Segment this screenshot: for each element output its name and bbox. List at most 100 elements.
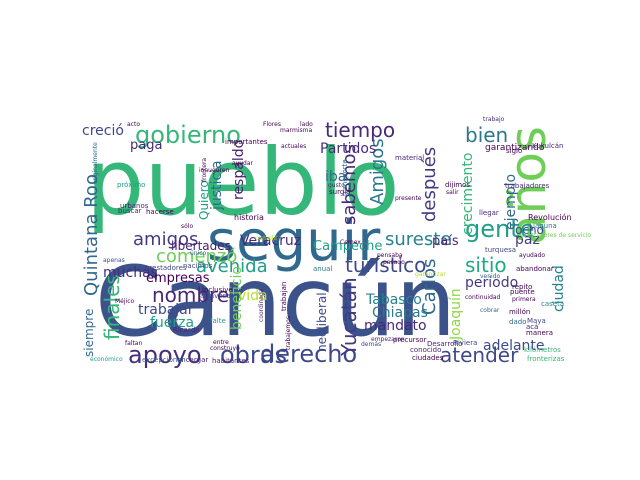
cloud-word: importantes (225, 138, 268, 146)
cloud-word: Maya (527, 317, 546, 325)
cloud-word: buscar (118, 207, 142, 215)
cloud-word: anual (313, 265, 332, 273)
cloud-word: apenas (103, 257, 125, 264)
cloud-word: después (419, 147, 440, 222)
cloud-word: acá (526, 323, 538, 331)
cloud-word: trabajadores (505, 182, 550, 190)
cloud-word: entre (213, 339, 229, 346)
cloud-word: venido (480, 273, 501, 280)
cloud-word: ocho (515, 223, 544, 237)
cloud-word: gusto (328, 182, 345, 189)
cloud-word: Chiapas (372, 305, 428, 321)
cloud-word: derecho (260, 340, 357, 368)
cloud-word: sureste (385, 229, 451, 250)
cloud-word: inclusive (202, 286, 233, 294)
cloud-word: primera (512, 296, 536, 303)
cloud-word: coordinada (258, 288, 265, 322)
cloud-word: fuerza (150, 315, 194, 331)
cloud-word: manera (526, 329, 553, 337)
cloud-word: actuales (281, 143, 306, 150)
cloud-word: hacerse (146, 208, 174, 216)
cloud-word: trabajar (138, 302, 194, 318)
cloud-word: Kukulcán (532, 142, 563, 150)
cloud-word: libertades (171, 239, 231, 253)
cloud-word: laguna (533, 222, 557, 230)
cloud-word: pasado (383, 259, 405, 266)
cloud-word: seguir (207, 209, 381, 274)
cloud-word: Campeche (313, 239, 382, 254)
cloud-word: acto (127, 121, 140, 128)
cloud-word: único (190, 250, 207, 257)
cloud-word: Riviera (453, 339, 477, 347)
cloud-word: ejemplo (503, 174, 519, 230)
cloud-word: construyo (210, 345, 240, 352)
cloud-word: millón (509, 308, 530, 316)
cloud-word: ayudar (232, 160, 254, 167)
cloud-word: originalmente (92, 142, 99, 184)
cloud-word: nombre (152, 283, 229, 307)
cloud-background (80, 117, 570, 368)
cloud-word: adelante (483, 338, 545, 354)
cloud-word: cumplir (255, 235, 278, 242)
cloud-word: ciudades (412, 354, 444, 362)
cloud-word: sabemos (339, 144, 360, 225)
cloud-word: apoyo (128, 341, 202, 369)
cloud-word: Yucatán (337, 277, 361, 357)
cloud-word: siempre (82, 309, 96, 357)
cloud-word: Veracruz (240, 233, 301, 249)
cloud-word: muchas (103, 265, 158, 281)
cloud-word: Joaquín (448, 288, 464, 341)
cloud-word: país (432, 234, 459, 249)
cloud-word: inauguren (199, 167, 230, 174)
cloud-word: Tabasco (365, 292, 422, 308)
cloud-word: Méjico (115, 298, 135, 305)
cloud-word: creció (82, 123, 124, 139)
cloud-word: frontera (201, 158, 208, 182)
cloud-word: habitantes (212, 357, 250, 365)
cloud-word: cobrar (480, 307, 500, 314)
cloud-word: material (395, 154, 424, 162)
cloud-word: años (499, 126, 557, 245)
cloud-word: gobierno (135, 121, 241, 149)
cloud-word: conocido (410, 346, 441, 354)
cloud-word: historia (234, 213, 264, 222)
cloud-word: siglo (506, 147, 522, 155)
cloud-word: Flores (263, 121, 281, 128)
cloud-word: precursor (393, 336, 427, 344)
cloud-word: comenzó (156, 246, 237, 267)
cloud-word: transporte (341, 159, 349, 196)
cloud-word: paga (130, 138, 162, 153)
cloud-word: próximo (117, 181, 145, 189)
cloud-word: salir (446, 189, 459, 196)
cloud-word: ayudado (519, 252, 545, 259)
cloud-word: dado (509, 318, 526, 326)
cloud-word: económico (90, 356, 123, 363)
cloud-word: avenida (196, 256, 268, 277)
cloud-word: turístico (345, 253, 426, 277)
cloud-word: justicia (209, 160, 225, 211)
cloud-word: prestadores (145, 264, 187, 272)
cloud-word: nacimos (183, 262, 213, 270)
cloud-word: beneficio (229, 266, 245, 330)
cloud-word: encargar (177, 356, 208, 364)
cloud-word: puente (510, 288, 535, 296)
cloud-word: neoliberal (315, 292, 329, 352)
cloud-word: abandonar (516, 265, 554, 273)
cloud-word: gente (465, 215, 534, 243)
cloud-word: kilómetros (524, 346, 561, 354)
cloud-word: Quintana Roo (81, 174, 102, 296)
cloud-word: mandato (364, 318, 427, 334)
cloud-word: turquesa (485, 246, 516, 254)
cloud-word: paz (515, 232, 540, 248)
cloud-word: surgió (329, 188, 351, 196)
cloud-word: Partidos (320, 141, 376, 157)
cloud-word: continuidad (465, 294, 501, 301)
cloud-word: Ricardo (173, 326, 199, 334)
cloud-word: excepcional (142, 356, 184, 364)
cloud-word: Cancún (95, 246, 456, 358)
cloud-word: iba (325, 169, 346, 185)
cloud-word: atender (440, 343, 519, 367)
cloud-word: crecimiento (460, 153, 476, 235)
cloud-word: Carlos (419, 259, 440, 315)
